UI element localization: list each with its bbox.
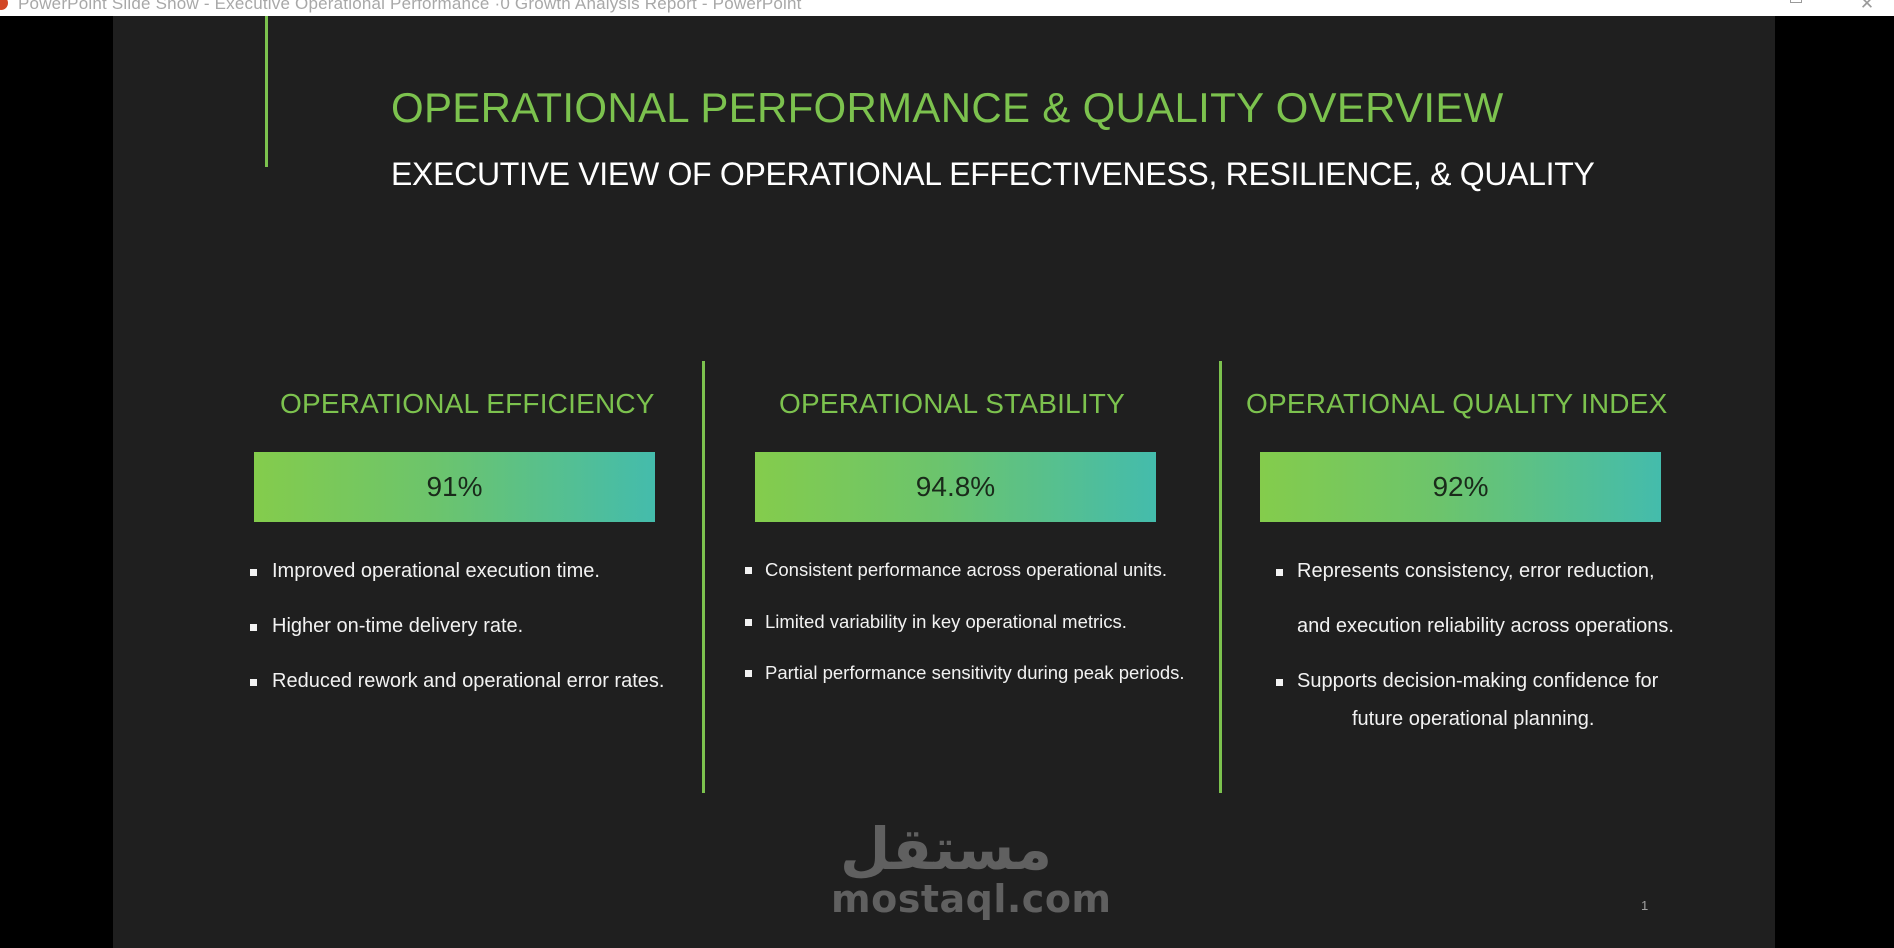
- watermark-latin: mostaql.com: [831, 877, 1112, 921]
- title-accent-line: [265, 16, 268, 167]
- restore-window-button[interactable]: [1784, 0, 1808, 10]
- restore-icon: [1790, 0, 1802, 3]
- slide[interactable]: OPERATIONAL PERFORMANCE & QUALITY OVERVI…: [113, 16, 1775, 948]
- column-heading: OPERATIONAL EFFICIENCY: [280, 388, 655, 419]
- bullet-list: Improved operational execution time. Hig…: [250, 560, 664, 725]
- list-item: Supports decision-making confidence for …: [1276, 670, 1674, 746]
- bullet-square-icon: [1276, 679, 1283, 686]
- list-item: Partial performance sensitivity during p…: [745, 662, 1185, 714]
- mostaql-watermark: مستقل mostaql.com: [831, 815, 1112, 921]
- bullet-square-icon: [745, 567, 752, 574]
- kpi-value: 94.8%: [915, 471, 996, 502]
- slide-page-number: 1: [1641, 898, 1649, 913]
- list-item: Improved operational execution time.: [250, 560, 664, 615]
- bullet-square-icon: [745, 618, 752, 626]
- list-item: Consistent performance across operationa…: [745, 559, 1185, 611]
- window-title: PowerPoint Slide Show - Executive Operat…: [18, 0, 802, 13]
- slide-title: OPERATIONAL PERFORMANCE & QUALITY OVERVI…: [391, 84, 1504, 131]
- bullet-square-icon: [745, 670, 752, 677]
- column-divider-2: [1219, 361, 1222, 793]
- powerpoint-app-icon: [0, 0, 8, 10]
- list-item: Represents consistency, error reduction,…: [1276, 560, 1674, 670]
- close-window-button[interactable]: ✕: [1859, 0, 1875, 13]
- bullet-square-icon: [250, 569, 257, 576]
- bullet-square-icon: [1276, 569, 1283, 576]
- column-heading: OPERATIONAL STABILITY: [779, 388, 1125, 419]
- watermark-arabic: مستقل: [839, 815, 1053, 883]
- list-item: Higher on-time delivery rate.: [250, 615, 664, 670]
- bullet-square-icon: [250, 679, 257, 686]
- list-item: Limited variability in key operational m…: [745, 611, 1185, 663]
- bullet-square-icon: [250, 624, 257, 631]
- kpi-bar: 94.8%: [755, 452, 1156, 522]
- bullet-list: Consistent performance across operationa…: [745, 559, 1185, 714]
- window-titlebar: PowerPoint Slide Show - Executive Operat…: [0, 0, 1894, 16]
- kpi-bar: 92%: [1260, 452, 1661, 522]
- kpi-value: 92%: [1432, 471, 1489, 502]
- column-heading: OPERATIONAL QUALITY INDEX: [1246, 388, 1668, 419]
- kpi-value: 91%: [426, 471, 483, 502]
- slide-subtitle: EXECUTIVE VIEW OF OPERATIONAL EFFECTIVEN…: [391, 156, 1595, 192]
- kpi-bar: 91%: [254, 452, 655, 522]
- column-divider-1: [702, 361, 705, 793]
- bullet-list: Represents consistency, error reduction,…: [1276, 560, 1674, 746]
- list-item: Reduced rework and operational error rat…: [250, 670, 664, 725]
